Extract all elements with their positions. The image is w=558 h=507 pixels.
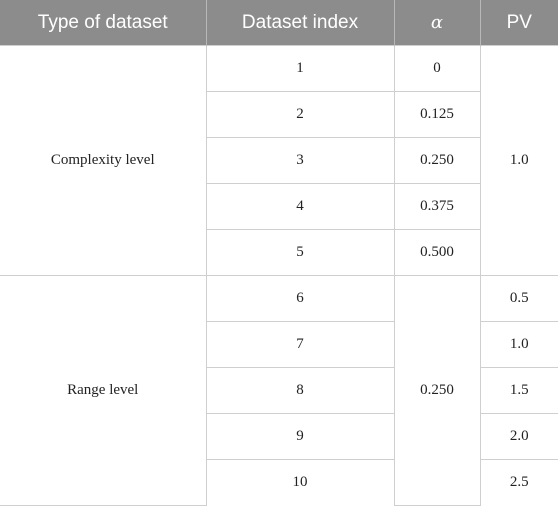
index-cell: 7 [205, 321, 395, 368]
pv-cell: 0.5 [479, 275, 558, 322]
pv-cell: 2.0 [479, 413, 558, 460]
index-cell: 5 [205, 229, 395, 276]
index-cell: 1 [205, 45, 395, 92]
pv-cell: 1.0 [479, 321, 558, 368]
pv-cell: 2.5 [479, 459, 558, 505]
table-row: 10 2.5 [0, 459, 558, 505]
index-cell: 8 [205, 367, 395, 414]
header-row: Type of dataset Dataset index α PV [0, 0, 558, 46]
table-row: 4 0.375 [0, 183, 558, 230]
pv-cell-complexity: 1.0 [479, 45, 558, 276]
table-row: 5 0.500 [0, 229, 558, 276]
header-dataset-index: Dataset index [206, 0, 395, 46]
index-cell: 2 [205, 91, 395, 138]
table-header: Type of dataset Dataset index α PV [0, 0, 558, 46]
alpha-cell: 0 [393, 45, 481, 92]
pv-cell: 1.5 [479, 367, 558, 414]
header-type-of-dataset: Type of dataset [0, 0, 207, 46]
index-cell: 10 [205, 459, 395, 505]
type-cell-range: Range level [0, 275, 207, 506]
alpha-cell: 0.250 [393, 137, 481, 184]
table-row: Complexity level 1 0 1.0 [0, 45, 558, 276]
index-cell: 3 [205, 137, 395, 184]
alpha-cell: 0.125 [393, 91, 481, 138]
header-alpha: α [394, 0, 481, 46]
table-body: Complexity level 1 0 1.0 2 0.125 3 0.250… [0, 45, 558, 506]
table-row: Range level 6 0.250 0.5 [0, 275, 558, 506]
alpha-cell: 0.375 [393, 183, 481, 230]
table-row: 8 1.5 [0, 367, 558, 414]
index-cell: 6 [205, 275, 395, 322]
table-row: 2 0.125 [0, 91, 558, 138]
alpha-cell-range: 0.250 [393, 275, 481, 506]
type-cell-complexity: Complexity level [0, 45, 207, 276]
alpha-cell: 0.500 [393, 229, 481, 276]
header-pv: PV [480, 0, 558, 46]
table-row: 3 0.250 [0, 137, 558, 184]
table-row: 7 1.0 [0, 321, 558, 368]
table-row: 9 2.0 [0, 413, 558, 460]
index-cell: 9 [205, 413, 395, 460]
index-cell: 4 [205, 183, 395, 230]
